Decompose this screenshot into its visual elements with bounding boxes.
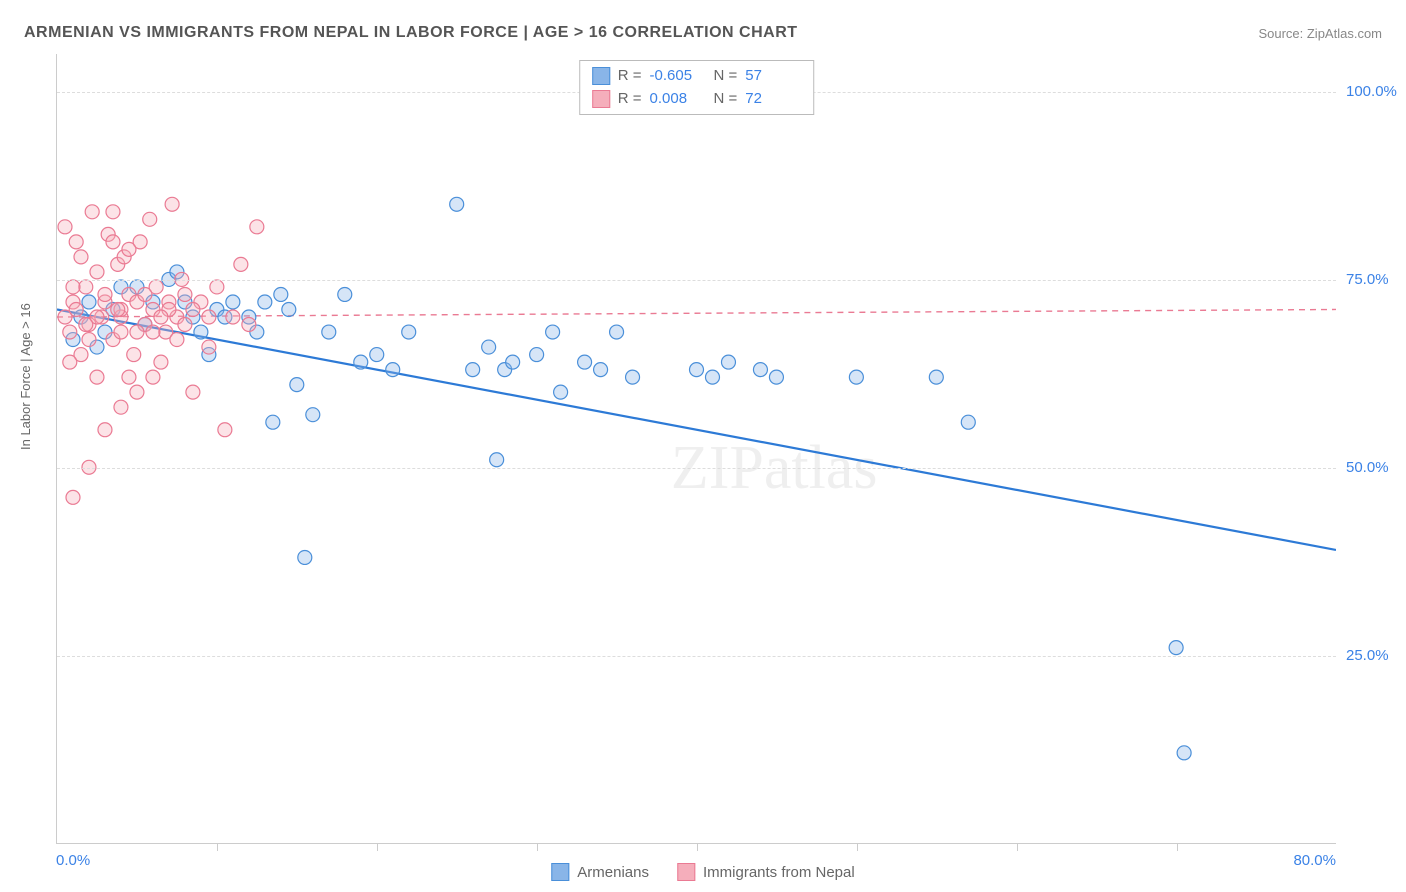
y-tick-label: 75.0%	[1346, 271, 1389, 288]
legend-label-1: Armenians	[577, 864, 649, 881]
legend-item-armenians: Armenians	[551, 856, 649, 888]
correlation-legend: R = -0.605 N = 57 R = 0.008 N = 72	[579, 60, 815, 115]
y-tick-label: 25.0%	[1346, 647, 1389, 664]
r-label: R =	[618, 65, 642, 88]
swatch-armenians	[592, 67, 610, 85]
series-legend: Armenians Immigrants from Nepal	[551, 856, 854, 888]
y-tick-label: 50.0%	[1346, 459, 1389, 476]
legend-item-nepal: Immigrants from Nepal	[677, 856, 855, 888]
swatch-armenians-icon	[551, 863, 569, 881]
correlation-row-1: R = -0.605 N = 57	[592, 65, 802, 88]
scatter-plot	[57, 54, 1336, 843]
r-value-1: -0.605	[650, 65, 706, 88]
swatch-nepal	[592, 90, 610, 108]
swatch-nepal-icon	[677, 863, 695, 881]
chart-title: ARMENIAN VS IMMIGRANTS FROM NEPAL IN LAB…	[24, 24, 798, 42]
r-value-2: 0.008	[650, 88, 706, 111]
x-axis-max-label: 80.0%	[1293, 852, 1336, 869]
y-tick-label: 100.0%	[1346, 83, 1397, 100]
correlation-row-2: R = 0.008 N = 72	[592, 88, 802, 111]
chart-area: ZIPatlas R = -0.605 N = 57 R = 0.008 N =…	[56, 54, 1336, 844]
n-label: N =	[714, 65, 738, 88]
n-label: N =	[714, 88, 738, 111]
r-label: R =	[618, 88, 642, 111]
n-value-2: 72	[745, 88, 801, 111]
x-axis-min-label: 0.0%	[56, 852, 90, 869]
source-attribution: Source: ZipAtlas.com	[1258, 26, 1382, 41]
y-axis-label: In Labor Force | Age > 16	[18, 303, 33, 450]
legend-label-2: Immigrants from Nepal	[703, 864, 855, 881]
n-value-1: 57	[745, 65, 801, 88]
